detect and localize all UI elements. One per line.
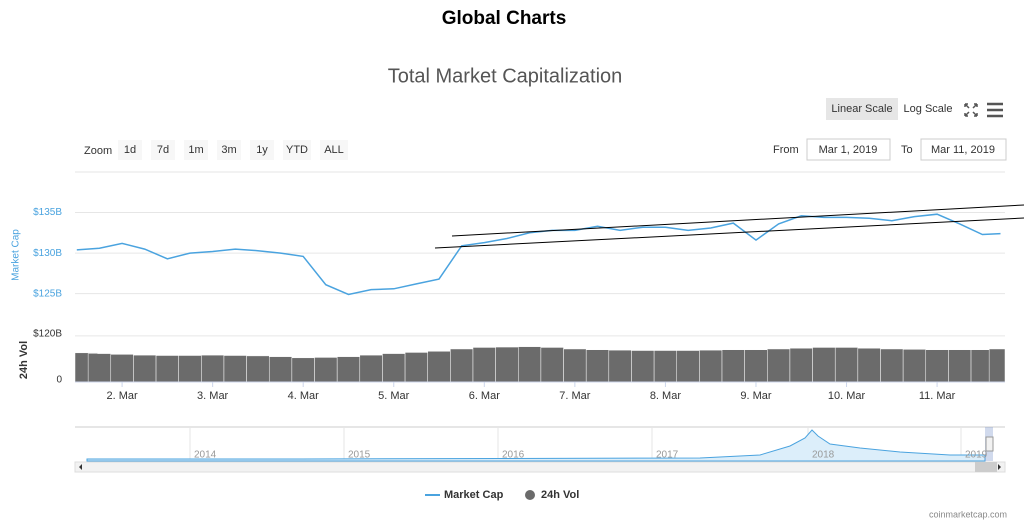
navigator-label: 2018 xyxy=(812,450,835,461)
page-heading: Global Charts xyxy=(442,8,567,29)
y-tick-label: $125B xyxy=(33,288,62,299)
zoom-button-label[interactable]: 1m xyxy=(188,144,203,156)
to-input[interactable] xyxy=(920,138,1007,161)
x-tick-label: 3. Mar xyxy=(197,390,229,402)
to-value[interactable]: Mar 11, 2019 xyxy=(931,144,995,156)
volume-bar xyxy=(988,348,1006,383)
menu-icon[interactable] xyxy=(987,102,1003,118)
x-tick-label: 8. Mar xyxy=(650,390,682,402)
x-tick-label: 6. Mar xyxy=(469,390,501,402)
x-tick-label: 5. Mar xyxy=(378,390,410,402)
volume-bar xyxy=(925,349,949,383)
volume-bar xyxy=(404,352,428,383)
volume-bar xyxy=(450,348,474,383)
x-tick-label: 7. Mar xyxy=(559,390,591,402)
credit: coinmarketcap.com xyxy=(929,509,1007,519)
navigator-label: 2014 xyxy=(194,450,217,461)
volume-bar xyxy=(336,356,361,383)
volume-bar xyxy=(812,347,836,383)
x-tick-label: 2. Mar xyxy=(106,390,138,402)
zoom-label: Zoom xyxy=(84,145,112,157)
zoom-button-label[interactable]: 3m xyxy=(221,144,236,156)
zoom-button[interactable] xyxy=(118,140,142,160)
zoom-button[interactable] xyxy=(184,140,208,160)
volume-bar xyxy=(518,346,542,383)
linear-scale-label[interactable]: Linear Scale xyxy=(831,103,892,115)
volume-bar xyxy=(427,351,451,383)
from-input[interactable] xyxy=(806,138,891,161)
trend-line xyxy=(451,204,1024,237)
navigator-label: 2017 xyxy=(656,450,679,461)
zoom-button[interactable] xyxy=(283,140,311,160)
volume-bar xyxy=(789,347,813,383)
y-tick-label: $130B xyxy=(33,248,62,259)
x-tick-label: 11. Mar xyxy=(919,390,956,402)
y2-tick-label: $120B xyxy=(33,329,62,340)
x-tick-label: 10. Mar xyxy=(828,390,866,402)
volume-bar xyxy=(721,349,745,383)
trend-line xyxy=(434,217,1024,249)
x-tick-label: 9. Mar xyxy=(740,390,772,402)
volume-bar xyxy=(563,348,587,383)
zoom-button[interactable] xyxy=(250,140,274,160)
from-value[interactable]: Mar 1, 2019 xyxy=(819,144,878,156)
zoom-button[interactable] xyxy=(320,140,348,160)
volume-bar xyxy=(744,349,768,383)
log-scale-label[interactable]: Log Scale xyxy=(904,103,953,115)
volume-bar xyxy=(110,354,134,383)
volume-bar xyxy=(834,347,859,383)
legend-label[interactable]: 24h Vol xyxy=(541,489,579,501)
volume-bar xyxy=(699,349,723,383)
navigator-label: 2016 xyxy=(502,450,525,461)
navigator-label: 2015 xyxy=(348,450,371,461)
zoom-button-label[interactable]: ALL xyxy=(324,144,344,156)
volume-bar xyxy=(495,346,519,383)
volume-bar xyxy=(382,353,406,383)
volume-bar xyxy=(631,350,655,383)
volume-bar xyxy=(178,355,202,383)
volume-bar xyxy=(223,355,247,383)
volume-bar xyxy=(880,348,904,383)
fullscreen-icon[interactable] xyxy=(964,103,978,117)
zoom-button[interactable] xyxy=(217,140,241,160)
volume-bar xyxy=(314,357,338,383)
to-label: To xyxy=(901,144,913,156)
volume-bar xyxy=(676,350,700,383)
x-tick-label: 4. Mar xyxy=(288,390,320,402)
volume-bar xyxy=(472,347,496,383)
volume-bar xyxy=(540,347,564,383)
navigator xyxy=(74,426,1006,473)
zoom-button-label[interactable]: 1d xyxy=(124,144,136,156)
volume-bar xyxy=(608,349,632,383)
zoom-button-label[interactable]: 1y xyxy=(256,144,268,156)
volume-bar xyxy=(291,357,315,383)
volume-bar xyxy=(359,354,383,383)
volume-bar xyxy=(857,347,881,383)
volume-bar xyxy=(268,356,293,383)
volume-bar xyxy=(201,354,225,383)
volume-bar xyxy=(902,349,927,383)
chart-title: Total Market Capitalization xyxy=(388,65,623,87)
y-tick-label: $135B xyxy=(33,207,62,218)
volume-bar xyxy=(246,355,270,383)
zoom-button-label[interactable]: 7d xyxy=(157,144,169,156)
from-label: From xyxy=(773,144,799,156)
linear-scale-button[interactable] xyxy=(826,98,898,120)
navigator-label: 2019 xyxy=(965,450,988,461)
volume-bar xyxy=(767,348,791,383)
zoom-button[interactable] xyxy=(151,140,175,160)
volume-bar xyxy=(585,349,610,383)
legend-label[interactable]: Market Cap xyxy=(444,489,504,501)
y2-tick-label: 0 xyxy=(56,375,62,386)
volume-bar xyxy=(133,354,157,383)
y-axis-title: Market Cap xyxy=(11,229,22,281)
volume-bar xyxy=(653,350,677,383)
legend-dot[interactable] xyxy=(525,490,535,500)
zoom-button-label[interactable]: YTD xyxy=(286,144,308,156)
volume-bar xyxy=(155,355,179,383)
volume-bar xyxy=(87,353,112,383)
y2-axis-title: 24h Vol xyxy=(18,341,30,379)
volume-bar xyxy=(948,349,972,383)
